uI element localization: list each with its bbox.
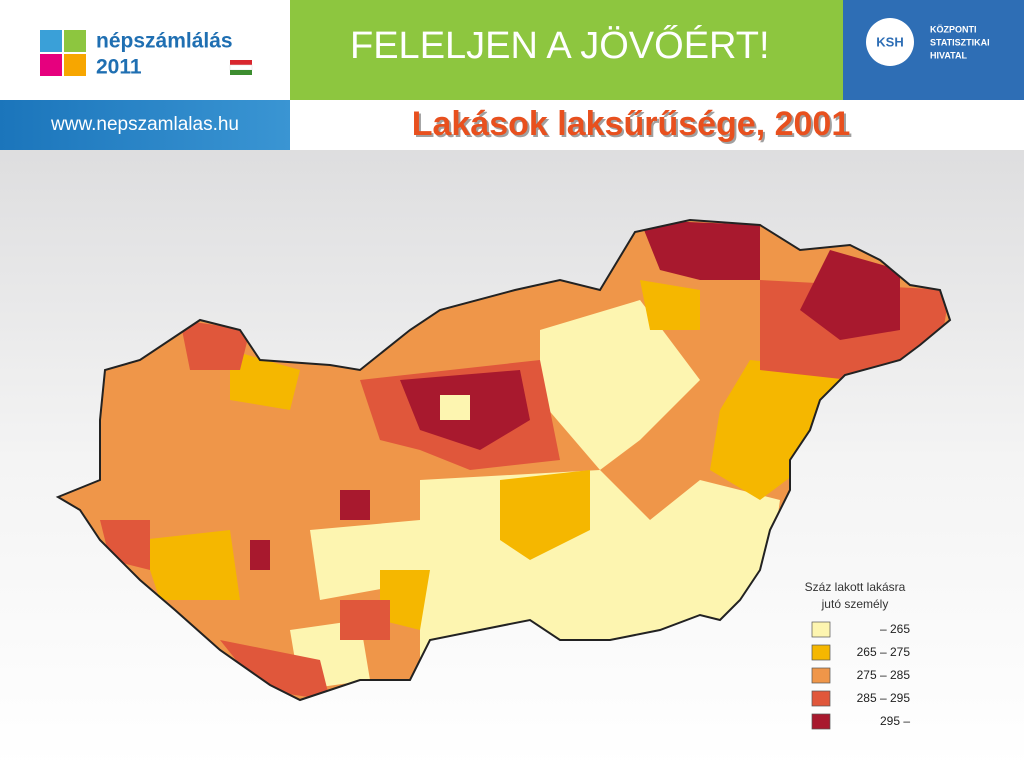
slogan: FELELJEN A JÖVŐÉRT! <box>350 24 770 67</box>
legend: Száz lakott lakásra jutó személy – 265 265 … <box>805 580 911 730</box>
legend-swatch <box>811 667 831 684</box>
url-panel: www.nepszamlalas.hu <box>0 100 290 150</box>
logo-panel: népszámlálás 2011 <box>0 0 290 100</box>
country-border <box>55 218 952 702</box>
title: Lakások laksűrűsége, 2001 <box>412 105 851 143</box>
slogan-svg: FELELJEN A JÖVŐÉRT! <box>350 24 770 67</box>
legend-swatch <box>811 644 831 661</box>
legend-label: 265 – 275 <box>857 645 911 659</box>
legend-swatch <box>811 713 831 730</box>
legend-label: 295 – <box>880 714 910 728</box>
title-panel: Lakások laksűrűsége, 2001 Lakások laksűr… <box>290 100 1024 150</box>
map: Száz lakott lakásra jutó személy – 265 265 … <box>55 218 952 730</box>
url: www.nepszamlalas.hu <box>50 114 239 135</box>
slogan-panel: FELELJEN A JÖVŐÉRT! <box>290 0 843 100</box>
legend-label: – 265 <box>880 622 910 636</box>
legend-label: 285 – 295 <box>857 691 911 705</box>
url-svg: www.nepszamlalas.hu <box>50 114 239 135</box>
legend-label: 275 – 285 <box>857 668 911 682</box>
ksh-name: STATISZTIKAI <box>930 37 990 47</box>
legend-swatch <box>811 621 831 638</box>
title-shadow: Lakások laksűrűsége, 2001 <box>414 107 853 145</box>
legend-title: Száz lakott lakásra <box>805 580 906 594</box>
logo-text: népszámlálás <box>96 30 233 53</box>
title-svg: Lakások laksűrűsége, 2001 Lakások laksűr… <box>412 105 853 145</box>
ksh-name: KÖZPONTI <box>930 24 977 34</box>
ksh-name: HIVATAL <box>930 50 967 60</box>
ksh-abbr: KSH <box>876 34 903 49</box>
legend-swatch <box>811 690 831 707</box>
logo-year: 2011 <box>96 56 142 79</box>
ksh-svg: KSH KÖZPONTI STATISZTIKAI HIVATAL <box>866 18 990 66</box>
legend-title: jutó személy <box>821 597 889 611</box>
map-regions <box>58 220 950 700</box>
logo: népszámlálás 2011 <box>40 30 253 79</box>
ksh-panel: KSH KÖZPONTI STATISZTIKAI HIVATAL <box>843 0 1024 100</box>
